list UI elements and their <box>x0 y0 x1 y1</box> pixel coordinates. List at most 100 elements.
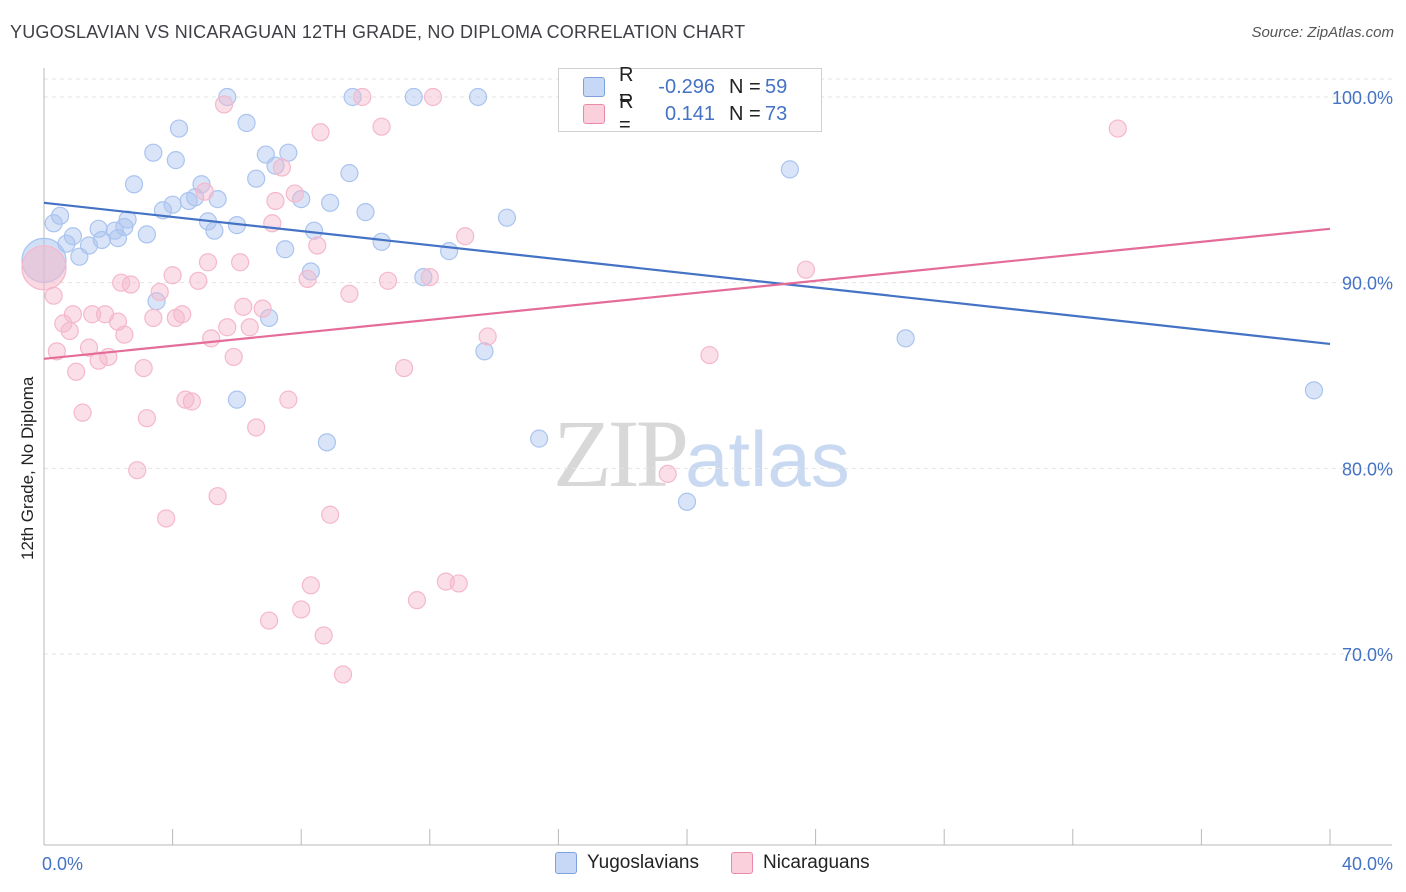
point-yugoslavian <box>108 229 128 248</box>
point-yugoslavian <box>169 119 189 138</box>
point-nicaraguan <box>658 464 677 484</box>
correlation-legend: R = -0.296 N = 59 R = 0.141 N = 73 <box>558 64 822 136</box>
point-nicaraguan <box>456 227 475 246</box>
point-yugoslavian <box>137 225 156 244</box>
legend-n-value: 59 <box>765 75 788 98</box>
point-yugoslavian <box>414 267 433 287</box>
watermark: ZIPatlas <box>553 398 850 509</box>
point-yugoslavian <box>63 227 83 246</box>
data-points <box>21 87 1324 684</box>
legend-swatch-nicaraguans <box>730 852 753 874</box>
point-yugoslavian <box>57 234 76 253</box>
trend-line-yugoslavians <box>43 201 1331 346</box>
point-yugoslavian <box>144 143 163 162</box>
point-nicaraguan <box>449 574 468 593</box>
point-nicaraguan <box>47 342 66 361</box>
source-label: Source: ZipAtlas.com <box>1251 24 1394 41</box>
point-nicaraguan <box>198 253 218 272</box>
legend-label-nicaraguans: Nicaraguans <box>762 852 870 873</box>
point-yugoslavian <box>497 208 517 227</box>
point-yugoslavian <box>237 113 256 133</box>
point-yugoslavian <box>44 214 63 233</box>
point-yugoslavian <box>227 390 246 409</box>
point-yugoslavian <box>896 329 915 348</box>
point-nicaraguan <box>796 260 816 279</box>
point-yugoslavian <box>404 87 423 107</box>
point-yugoslavian <box>304 221 324 240</box>
point-yugoslavian <box>259 308 279 328</box>
point-yugoslavian <box>321 193 340 212</box>
point-nicaraguan <box>285 184 304 203</box>
point-nicaraguan <box>423 87 443 107</box>
trend-lines <box>43 201 1331 360</box>
point-nicaraguan <box>83 305 102 324</box>
legend-row-yugoslavians: R = -0.296 N = 59 <box>583 64 788 109</box>
point-nicaraguan <box>234 297 253 316</box>
point-nicaraguan <box>79 338 99 357</box>
point-nicaraguan <box>311 123 330 142</box>
legend-item-nicaraguans[interactable]: Nicaraguans <box>730 852 870 874</box>
point-nicaraguan <box>266 191 285 211</box>
point-nicaraguan <box>173 305 192 324</box>
point-nicaraguan <box>700 345 719 365</box>
point-nicaraguan <box>21 245 67 291</box>
trend-line-nicaraguans <box>43 227 1331 360</box>
x-tick-label: 0.0% <box>42 854 83 874</box>
point-yugoslavian <box>276 240 295 259</box>
point-nicaraguan <box>321 505 340 524</box>
legend-label-yugoslavians: Yugoslavians <box>587 852 699 873</box>
legend-r-value: 0.141 <box>664 102 715 125</box>
point-yugoslavian <box>124 175 144 194</box>
point-nicaraguan <box>308 236 327 255</box>
watermark-zip: ZIP <box>553 400 689 507</box>
point-yugoslavian <box>163 195 182 214</box>
point-yugoslavian <box>530 429 549 448</box>
point-yugoslavian <box>205 221 224 240</box>
point-nicaraguan <box>478 327 497 346</box>
point-yugoslavian <box>266 156 285 175</box>
point-nicaraguan <box>224 347 243 367</box>
point-nicaraguan <box>259 611 279 630</box>
point-yugoslavian <box>356 203 375 222</box>
point-nicaraguan <box>189 271 208 290</box>
point-yugoslavian <box>780 160 799 179</box>
legend-r-label: R = <box>619 64 634 109</box>
point-yugoslavian <box>439 242 459 261</box>
point-nicaraguan <box>272 158 292 177</box>
legend-n-label: N = <box>729 75 761 98</box>
tick-labels: 70.0% 80.0% 90.0% 100.0% 0.0% 40.0% <box>42 88 1393 874</box>
point-nicaraguan <box>176 390 195 409</box>
point-yugoslavian <box>247 169 266 188</box>
point-yugoslavian <box>50 206 70 225</box>
point-nicaraguan <box>67 362 86 381</box>
legend-swatch-yugoslavians <box>583 77 605 97</box>
y-tick-label: 90.0% <box>1342 274 1393 294</box>
point-nicaraguan <box>144 308 163 328</box>
point-nicaraguan <box>202 329 221 348</box>
point-yugoslavian <box>166 151 185 170</box>
point-nicaraguan <box>353 87 372 107</box>
legend-swatch-nicaraguans <box>583 104 605 124</box>
point-nicaraguan <box>208 487 227 506</box>
point-nicaraguan <box>340 284 359 303</box>
point-yugoslavian <box>677 492 697 511</box>
point-nicaraguan <box>137 409 156 428</box>
point-nicaraguan <box>121 275 140 294</box>
point-nicaraguan <box>240 318 259 337</box>
point-nicaraguan <box>218 318 237 337</box>
y-tick-label: 100.0% <box>1332 88 1393 108</box>
legend-row-nicaraguans: R = 0.141 N = 73 <box>583 91 787 136</box>
point-nicaraguan <box>134 358 153 378</box>
point-nicaraguan <box>157 509 176 528</box>
legend-n-label: N = <box>729 102 761 125</box>
point-nicaraguan <box>378 271 398 290</box>
point-nicaraguan <box>89 351 108 370</box>
point-nicaraguan <box>333 665 353 684</box>
point-yugoslavian <box>92 230 111 250</box>
legend-item-yugoslavians[interactable]: Yugoslavians <box>555 852 699 874</box>
legend-swatch-yugoslavians <box>555 852 577 874</box>
grid-lines <box>44 78 1392 655</box>
legend-r-value: -0.296 <box>658 75 715 98</box>
axes <box>43 68 1392 846</box>
point-nicaraguan <box>247 418 266 437</box>
